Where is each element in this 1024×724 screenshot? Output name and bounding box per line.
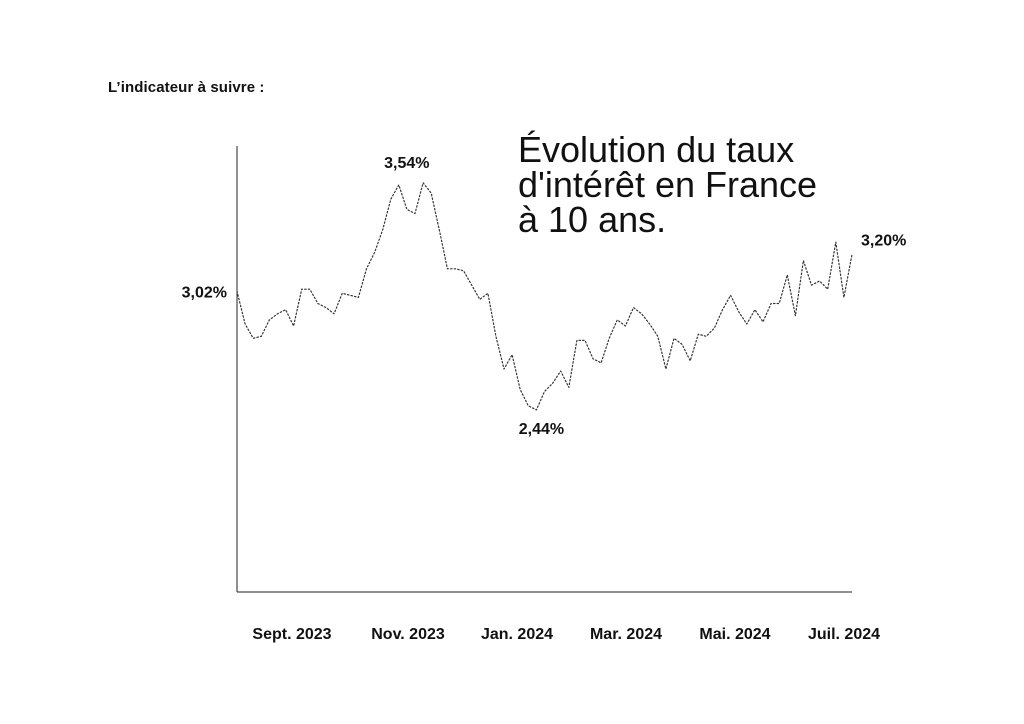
chart-series <box>236 182 853 411</box>
chart-title-line-1: Évolution du taux <box>518 129 795 170</box>
x-tick-label: Juil. 2024 <box>808 626 880 643</box>
chart-title-line-3: à 10 ans. <box>518 199 667 240</box>
x-axis-ticks: Sept. 2023 Nov. 2023 Jan. 2024 Mar. 2024 Mai… <box>252 626 880 643</box>
x-tick-label: Mar. 2024 <box>590 626 662 643</box>
chart-title: Évolution du taux d'intérêt en France à … <box>518 129 898 240</box>
chart-title-line-2: d'intérêt en France <box>518 164 818 205</box>
data-label: 3,20% <box>861 232 906 249</box>
data-label: 3,02% <box>182 284 227 301</box>
eyebrow-label: L’indicateur à suivre : <box>108 79 265 96</box>
x-tick-label: Jan. 2024 <box>481 626 553 643</box>
data-label: 2,44% <box>519 421 564 438</box>
x-tick-label: Sept. 2023 <box>252 626 331 643</box>
data-labels: 3,02% 3,54% 2,44% 3,20% <box>182 155 907 438</box>
data-label: 3,54% <box>384 155 429 172</box>
series-line <box>236 182 853 411</box>
x-tick-label: Mai. 2024 <box>699 626 770 643</box>
x-tick-label: Nov. 2023 <box>371 626 445 643</box>
chart-axes <box>236 146 852 593</box>
